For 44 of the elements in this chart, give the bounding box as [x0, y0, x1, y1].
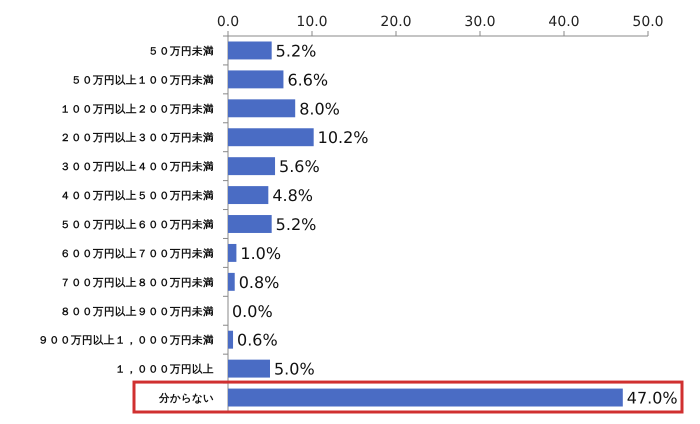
data-label: 47.0% [626, 388, 678, 408]
data-label: 5.0% [274, 360, 315, 379]
data-label: 10.2% [318, 128, 369, 148]
bar [228, 330, 234, 349]
y-tick-label: ５００万円以上６００万円未満 [60, 218, 214, 231]
y-tick-label: ５０万円以上１００万円未満 [71, 73, 214, 86]
y-tick-label: １，０００万円以上 [115, 362, 214, 376]
data-label: 1.0% [240, 244, 282, 263]
bar [228, 157, 276, 176]
data-label: 0.6% [237, 330, 278, 350]
bar [228, 70, 284, 88]
data-label: 5.2% [276, 215, 316, 234]
data-label: 4.8% [272, 186, 313, 206]
bar [228, 99, 296, 118]
data-label: 5.6% [279, 157, 320, 176]
x-tick-label: 50.0 [632, 14, 664, 30]
y-tick-label: ６００万円以上７００万円未満 [60, 246, 214, 260]
bar [228, 41, 272, 60]
bar [228, 186, 268, 204]
data-label: 0.0% [232, 302, 273, 321]
x-tick-label: 0.0 [216, 14, 240, 30]
x-tick-label: 40.0 [548, 14, 580, 30]
y-tick-label: ７００万円以上８００万円未満 [60, 276, 214, 289]
y-tick-label: ８００万円以上９００万円未満 [60, 304, 214, 318]
bar [228, 388, 623, 407]
y-tick-label: ５０万円未満 [148, 44, 214, 58]
x-tick-label: 10.0 [296, 14, 328, 30]
data-label: 8.0% [299, 99, 340, 118]
y-tick-label: ９００万円以上１，０００万円未満 [38, 334, 214, 347]
y-tick-label: ３００万円以上４００万円未満 [60, 160, 214, 174]
bar [228, 244, 236, 262]
data-label: 0.8% [238, 272, 280, 292]
data-label: 5.2% [276, 41, 316, 60]
bar [228, 272, 235, 291]
bar [228, 128, 314, 146]
x-tick-label: 20.0 [380, 14, 412, 30]
y-tick-label: ２００万円以上３００万円未満 [60, 131, 214, 144]
y-tick-label: １００万円以上２００万円未満 [60, 102, 214, 116]
x-tick-label: 30.0 [464, 14, 496, 30]
y-tick-label: ４００万円以上５００万円未満 [60, 189, 214, 202]
data-label: 6.6% [287, 70, 328, 90]
bar [228, 360, 270, 378]
y-tick-label: 分からない [158, 392, 214, 405]
bar [228, 215, 272, 233]
